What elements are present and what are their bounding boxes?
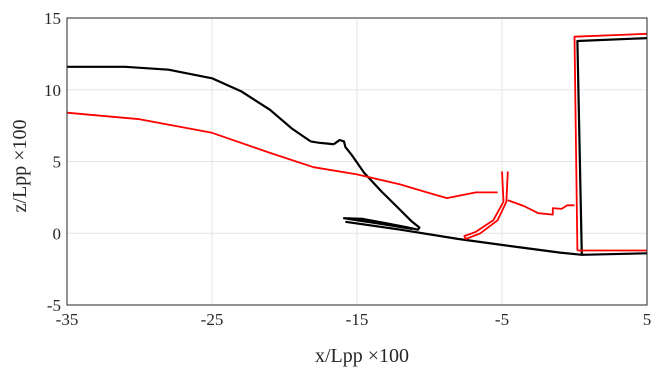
series-line (67, 65, 312, 143)
y-axis-label: z/Lpp ×100 (9, 120, 31, 213)
y-tick-label: 15 (44, 9, 61, 28)
y-tick-labels: -5 0 5 10 15 (44, 9, 61, 315)
series-line (576, 37, 648, 255)
series-line (66, 111, 498, 200)
series-line (333, 138, 421, 231)
x-tick-label: -5 (495, 310, 509, 329)
x-tick-label: -35 (56, 310, 79, 329)
x-axis-label: x/Lpp ×100 (315, 345, 409, 367)
series-black (67, 37, 648, 256)
x-tick-label: 5 (643, 310, 652, 329)
y-tick-label: 5 (53, 153, 62, 172)
plot-frame (66, 17, 648, 306)
series-red (66, 32, 648, 252)
series-layer (66, 32, 648, 256)
y-tick-label: -5 (47, 296, 61, 315)
x-tick-labels: -35 -25 -15 -5 5 (56, 310, 652, 329)
x-tick-label: -15 (346, 310, 369, 329)
x-tick-label: -25 (201, 310, 224, 329)
series-line (310, 140, 334, 146)
y-tick-label: 0 (53, 224, 62, 243)
series-line (463, 171, 509, 240)
series-line (573, 32, 648, 251)
series-line (507, 199, 575, 216)
y-tick-label: 10 (44, 81, 61, 100)
